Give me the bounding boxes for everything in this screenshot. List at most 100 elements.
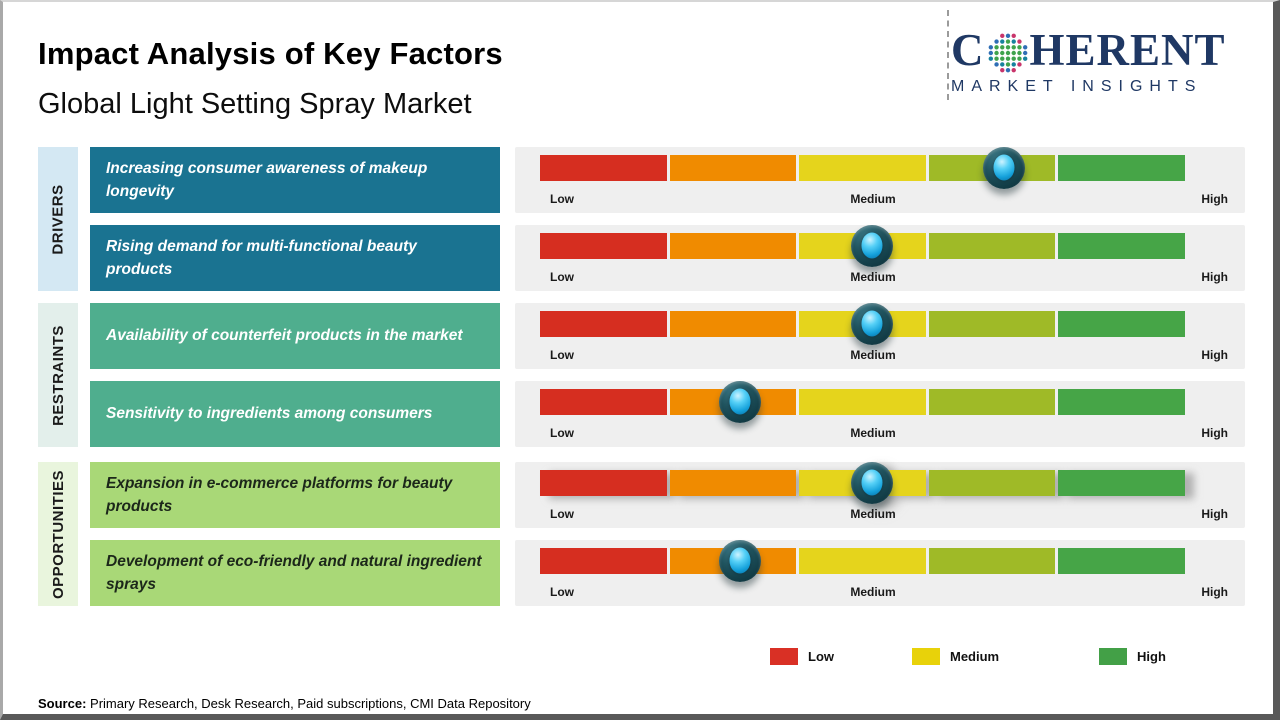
- bar-segment-low: [540, 233, 667, 259]
- legend-item-medium: Medium: [912, 648, 1099, 665]
- bar-segment-medium-high: [928, 311, 1056, 337]
- scale-label-low: Low: [550, 585, 574, 599]
- bar-segment-medium-high: [928, 548, 1056, 574]
- bar-segment-low-medium: [669, 311, 797, 337]
- bar-segment-low-medium: [669, 470, 797, 496]
- factor-row: Rising demand for multi-functional beaut…: [90, 225, 1245, 291]
- legend: Low Medium High: [770, 648, 1166, 665]
- factor-box: Expansion in e-commerce platforms for be…: [90, 462, 500, 528]
- group-label-text: DRIVERS: [49, 183, 67, 255]
- brand-word-rest: HERENT: [1029, 25, 1226, 75]
- impact-marker: [718, 381, 761, 423]
- impact-scale-bar: [540, 147, 1185, 189]
- bar-segment-low: [540, 389, 667, 415]
- impact-scale-bar: [540, 225, 1185, 267]
- bar-segment-low: [540, 548, 667, 574]
- factor-text: Rising demand for multi-functional beaut…: [106, 237, 417, 278]
- bar-segment-medium-high: [928, 233, 1056, 259]
- scale-label-high: High: [1201, 426, 1228, 440]
- group-label-opportunities: OPPORTUNITIES: [38, 462, 78, 606]
- factor-box: Rising demand for multi-functional beaut…: [90, 225, 500, 291]
- legend-swatch-low: [770, 648, 798, 665]
- factor-box: Increasing consumer awareness of makeup …: [90, 147, 500, 213]
- bar-segment-low: [540, 311, 667, 337]
- legend-item-high: High: [1099, 648, 1166, 665]
- impact-scale-bar: [540, 462, 1185, 504]
- logo-divider: [947, 10, 949, 100]
- bar-segment-medium: [799, 155, 926, 181]
- bar-segment-low: [540, 155, 667, 181]
- impact-meter: Low Medium High: [515, 225, 1245, 291]
- impact-meter: Low Medium High: [515, 147, 1245, 213]
- impact-meter: Low Medium High: [515, 540, 1245, 606]
- brand-name: C HERENT: [951, 28, 1257, 73]
- scale-label-medium: Medium: [850, 192, 896, 206]
- scale-label-high: High: [1201, 348, 1228, 362]
- legend-item-low: Low: [770, 648, 912, 665]
- impact-meter: Low Medium High: [515, 381, 1245, 447]
- impact-marker: [851, 225, 894, 267]
- group-label-text: OPPORTUNITIES: [49, 469, 67, 599]
- group-opportunities: OPPORTUNITIES Expansion in e-commerce pl…: [38, 462, 1245, 606]
- scale-label-high: High: [1201, 192, 1228, 206]
- factor-row: Expansion in e-commerce platforms for be…: [90, 462, 1245, 528]
- scale-label-high: High: [1201, 270, 1228, 284]
- page-subtitle: Global Light Setting Spray Market: [38, 88, 472, 120]
- factor-box: Availability of counterfeit products in …: [90, 303, 500, 369]
- bar-segment-low-medium: [669, 233, 797, 259]
- factor-row: Sensitivity to ingredients among consume…: [90, 381, 1245, 447]
- scale-label-medium: Medium: [850, 585, 896, 599]
- group-label-drivers: DRIVERS: [38, 147, 78, 291]
- factor-text: Sensitivity to ingredients among consume…: [106, 405, 433, 423]
- factor-text: Expansion in e-commerce platforms for be…: [106, 474, 453, 515]
- bar-segment-high: [1058, 548, 1185, 574]
- legend-swatch-medium: [912, 648, 940, 665]
- scale-label-low: Low: [550, 270, 574, 284]
- group-label-text: RESTRAINTS: [49, 324, 67, 426]
- page-title: Impact Analysis of Key Factors: [38, 36, 503, 71]
- legend-label-high: High: [1137, 649, 1166, 664]
- scale-label-high: High: [1201, 507, 1228, 521]
- impact-marker: [851, 462, 894, 504]
- factor-row: Development of eco-friendly and natural …: [90, 540, 1245, 606]
- group-label-restraints: RESTRAINTS: [38, 303, 78, 447]
- source-label: Source:: [38, 696, 87, 711]
- factor-box: Sensitivity to ingredients among consume…: [90, 381, 500, 447]
- bar-segment-low-medium: [669, 155, 797, 181]
- impact-scale-bar: [540, 381, 1185, 423]
- bar-segment-high: [1058, 311, 1185, 337]
- brand-letter-c: C: [951, 25, 985, 75]
- bar-segment-low: [540, 470, 667, 496]
- factor-box: Development of eco-friendly and natural …: [90, 540, 500, 606]
- group-drivers: DRIVERS Increasing consumer awareness of…: [38, 147, 1245, 291]
- factor-text: Development of eco-friendly and natural …: [106, 552, 482, 593]
- impact-scale-bar: [540, 303, 1185, 345]
- bar-segment-medium-high: [928, 470, 1056, 496]
- group-restraints: RESTRAINTS Availability of counterfeit p…: [38, 303, 1245, 447]
- scale-label-low: Low: [550, 192, 574, 206]
- scale-label-low: Low: [550, 507, 574, 521]
- scale-label-medium: Medium: [850, 270, 896, 284]
- impact-marker: [718, 540, 761, 582]
- source-text: Primary Research, Desk Research, Paid su…: [90, 696, 531, 711]
- impact-marker: [983, 147, 1026, 189]
- scale-label-medium: Medium: [850, 426, 896, 440]
- bar-segment-high: [1058, 233, 1185, 259]
- impact-marker: [851, 303, 894, 345]
- bar-segment-medium: [799, 389, 926, 415]
- bar-segment-high: [1058, 155, 1185, 181]
- brand-tagline: MARKET INSIGHTS: [951, 78, 1203, 95]
- legend-swatch-high: [1099, 648, 1127, 665]
- dotted-globe-logo-icon: [988, 33, 1027, 72]
- brand-logo: C HERENT MARKET INSIGHTS: [951, 28, 1257, 96]
- impact-meter: Low Medium High: [515, 462, 1245, 528]
- factor-row: Increasing consumer awareness of makeup …: [90, 147, 1245, 213]
- scale-label-medium: Medium: [850, 507, 896, 521]
- bar-segment-high: [1058, 389, 1185, 415]
- legend-label-medium: Medium: [950, 649, 1000, 664]
- factor-text: Availability of counterfeit products in …: [106, 327, 463, 345]
- impact-scale-bar: [540, 540, 1185, 582]
- bar-segment-medium: [799, 548, 926, 574]
- scale-label-low: Low: [550, 348, 574, 362]
